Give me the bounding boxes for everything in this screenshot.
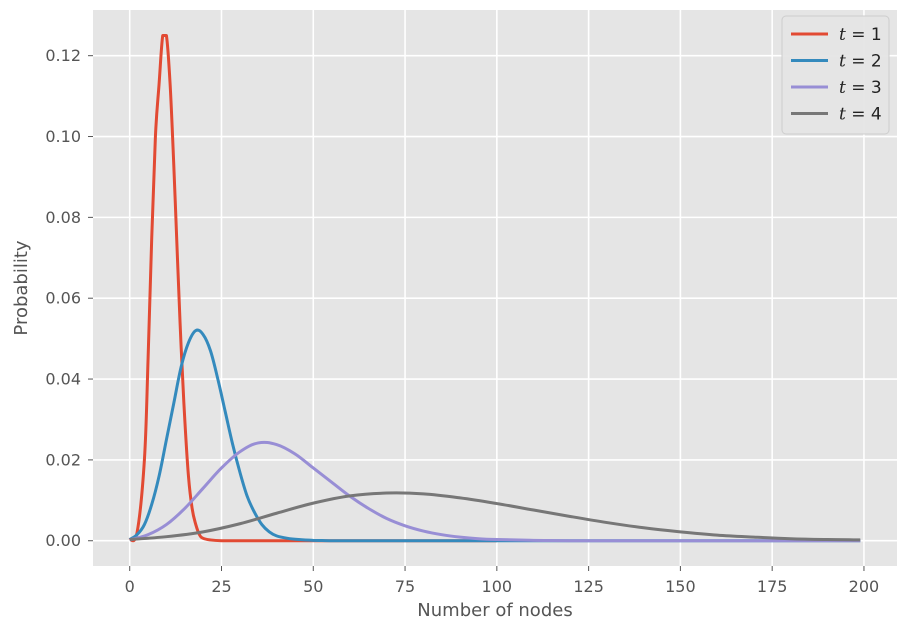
legend-label: t = 1 [839, 25, 882, 45]
grid [93, 10, 897, 566]
x-tick-label: 125 [573, 577, 604, 596]
y-tick-label: 0.02 [45, 450, 81, 469]
y-tick-label: 0.00 [45, 531, 81, 550]
y-tick-label: 0.06 [45, 289, 81, 308]
y-tick-label: 0.04 [45, 370, 81, 389]
series-line-t2 [128, 328, 861, 543]
series-line-t1 [128, 33, 497, 543]
x-tick-label: 175 [757, 577, 788, 596]
y-tick-label: 0.08 [45, 208, 81, 227]
legend: t = 1 t = 2 t = 3 t = 4 [781, 15, 890, 135]
legend-label: t = 4 [839, 105, 882, 125]
x-tick-label: 50 [303, 577, 323, 596]
x-axis-label: Number of nodes [417, 600, 572, 621]
legend-label: t = 3 [839, 78, 882, 98]
x-tick-label: 25 [211, 577, 231, 596]
legend-box [781, 15, 890, 135]
axis-ticks: 0 25 50 75 100 125 150 175 200 0.00 0.02 0.04 0.06 0.… [45, 46, 879, 596]
legend-label: t = 2 [839, 52, 882, 72]
series-lines [128, 33, 861, 543]
x-tick-label: 200 [849, 577, 880, 596]
x-tick-label: 0 [125, 577, 135, 596]
x-tick-label: 100 [482, 577, 513, 596]
x-tick-label: 150 [665, 577, 696, 596]
y-tick-label: 0.10 [45, 127, 81, 146]
series-line-t4 [129, 491, 861, 542]
y-tick-label: 0.12 [45, 46, 81, 65]
series-line-t3 [129, 440, 861, 543]
plot-background [93, 10, 897, 566]
x-tick-label: 75 [395, 577, 415, 596]
y-axis-label: Probability [11, 240, 32, 335]
